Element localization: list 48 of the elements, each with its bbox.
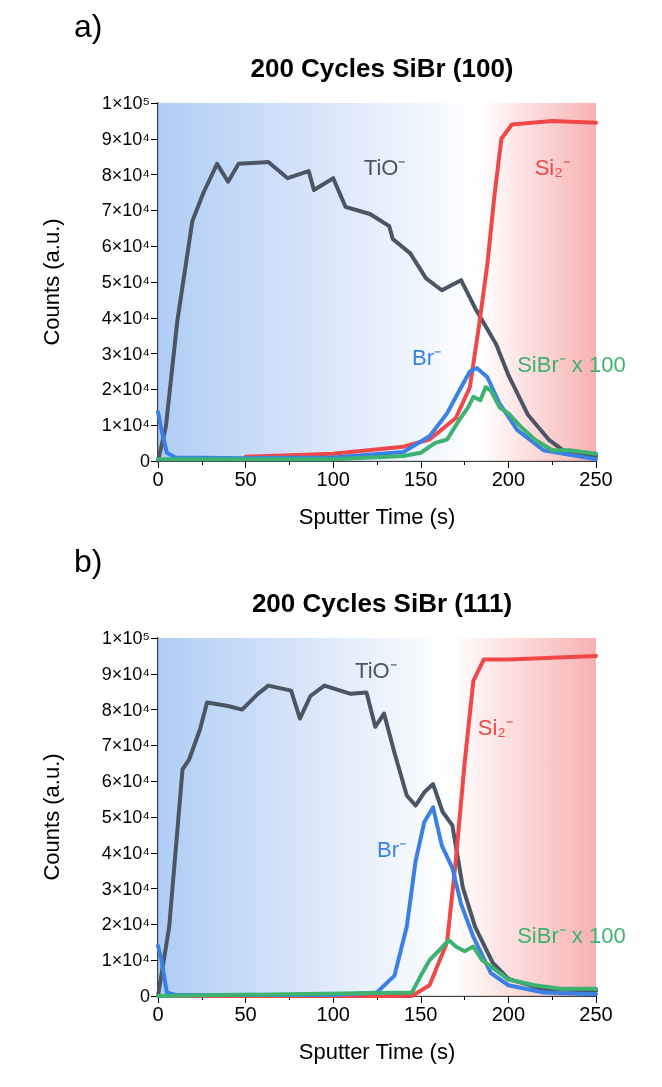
y-tick-label: 4×10⁴: [101, 842, 150, 863]
x-tick-label: 100: [316, 1003, 350, 1025]
y-tick-label: 6×10⁴: [101, 236, 150, 257]
series-label: SiBr⁻ x 100: [517, 922, 626, 948]
x-tick-label: 50: [234, 468, 257, 490]
x-tick-label: 250: [579, 468, 613, 490]
text: a): [74, 8, 103, 44]
x-tick-label: 100: [316, 468, 350, 490]
y-tick-label: 1×10⁵: [101, 93, 150, 113]
x-tick-label: 150: [404, 1003, 438, 1025]
y-tick-label: 2×10⁴: [101, 914, 150, 935]
chart-title: 200 Cycles SiBr (100): [250, 53, 514, 83]
y-tick-label: 4×10⁴: [101, 307, 150, 328]
x-tick-label: 50: [234, 1003, 257, 1025]
y-tick-label: 9×10⁴: [101, 663, 150, 684]
y-tick-label: 8×10⁴: [101, 699, 150, 720]
series-label: TiO⁻: [355, 657, 397, 683]
y-tick-label: 5×10⁴: [101, 272, 150, 292]
y-tick-label: 2×10⁴: [101, 379, 150, 400]
y-axis-title: Counts (a.u.): [38, 218, 64, 346]
x-tick-label: 200: [491, 468, 526, 490]
series-label: Br⁻: [412, 344, 442, 370]
y-axis-title: Counts (a.u.): [38, 753, 64, 881]
x-tick-label: 250: [579, 1003, 613, 1025]
y-tick-label: 0: [139, 986, 150, 1006]
series-label: Si₂⁻: [534, 155, 570, 181]
series-label: SiBr⁻ x 100: [517, 352, 626, 378]
x-tick-label: 150: [404, 468, 438, 490]
y-tick-label: 6×10⁴: [101, 771, 150, 792]
y-tick-label: 1×10⁵: [101, 628, 150, 648]
text: b): [74, 543, 103, 579]
y-tick-label: 3×10⁴: [101, 878, 150, 899]
x-tick-label: 200: [491, 1003, 526, 1025]
series-label: TiO⁻: [363, 155, 406, 181]
x-axis-title: Sputter Time (s): [298, 503, 456, 529]
y-tick-label: 1×10⁴: [101, 415, 150, 436]
series-label: Si₂⁻: [477, 715, 513, 741]
y-tick-label: 8×10⁴: [101, 164, 150, 185]
y-tick-label: 9×10⁴: [101, 128, 150, 149]
y-tick-label: 7×10⁴: [101, 735, 150, 756]
x-axis-title: Sputter Time (s): [298, 1038, 456, 1064]
y-tick-label: 0: [139, 451, 150, 471]
y-tick-label: 1×10⁴: [101, 950, 150, 971]
y-tick-label: 3×10⁴: [101, 343, 150, 364]
y-tick-label: 7×10⁴: [101, 200, 150, 221]
series-label: Br⁻: [377, 836, 406, 862]
chart-title: 200 Cycles SiBr (111): [251, 588, 513, 618]
y-tick-label: 5×10⁴: [101, 807, 150, 827]
